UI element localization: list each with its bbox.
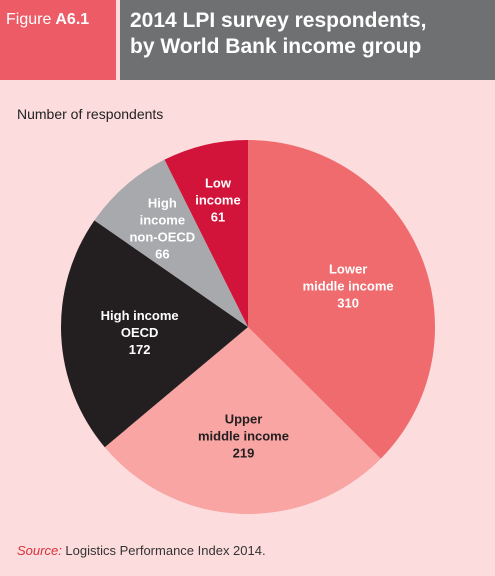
y-axis-label: Number of respondents xyxy=(17,106,164,122)
pie-label-upper-middle-income: Upper middle income 219 xyxy=(198,411,289,460)
figure-number: A6.1 xyxy=(55,11,90,28)
pie-label-low-income: Low income 61 xyxy=(195,176,241,225)
chart-title-line1: 2014 LPI survey respondents, xyxy=(130,9,427,32)
pie-label-high-income-non-oecd: High income non-OECD 66 xyxy=(129,196,195,262)
pie-slice-high-income-non-oecd xyxy=(94,159,248,327)
chart-title: 2014 LPI survey respondents, by World Ba… xyxy=(120,0,495,80)
pie-label-lower-middle-income: Lower middle income 310 xyxy=(303,261,394,310)
source-note: Source: Logistics Performance Index 2014… xyxy=(17,543,266,558)
pie-slice-high-income-oecd xyxy=(60,220,248,448)
pie-label-high-income-oecd: High income OECD 172 xyxy=(101,308,179,357)
source-prefix: Source: xyxy=(17,543,62,558)
pie-slice-upper-middle-income xyxy=(104,327,381,515)
pie-slice-low-income xyxy=(164,140,248,327)
chart-title-line2: by World Bank income group xyxy=(130,35,422,58)
figure-word: Figure xyxy=(6,11,52,28)
pie-slice-lower-middle-income xyxy=(248,140,435,459)
source-text: Logistics Performance Index 2014. xyxy=(61,543,266,558)
figure-number-box: Figure A6.1 xyxy=(0,0,116,80)
figure-header: Figure A6.1 2014 LPI survey respondents, … xyxy=(0,0,495,80)
